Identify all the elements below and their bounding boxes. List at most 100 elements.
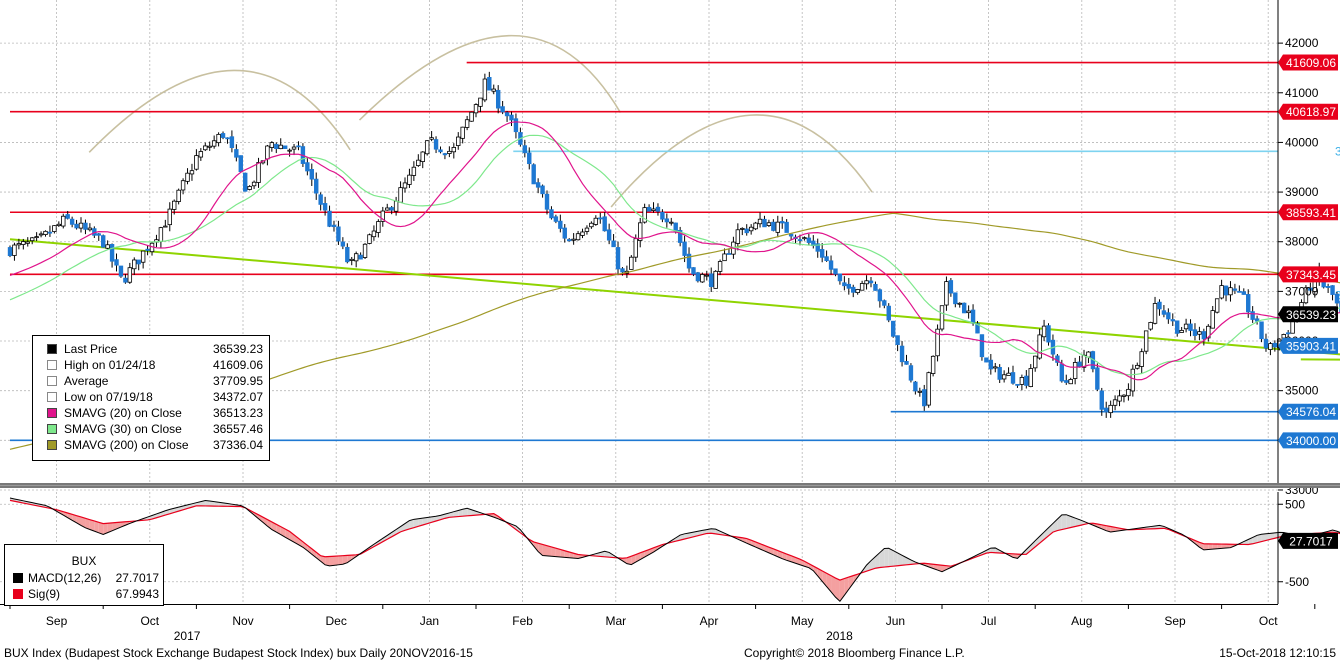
candle-body xyxy=(469,111,474,122)
candle-body xyxy=(331,224,337,228)
candle-body xyxy=(1024,375,1029,386)
legend-value: 37336.04 xyxy=(212,438,263,452)
candle-body xyxy=(105,244,110,249)
candle-body xyxy=(1157,301,1162,310)
sma20-line xyxy=(9,121,1340,381)
candle-body xyxy=(1046,325,1051,343)
candle-body xyxy=(615,247,621,270)
candle-body xyxy=(646,206,652,212)
macd-fill xyxy=(67,512,73,521)
x-tick-label: Nov xyxy=(232,614,253,628)
candle-body xyxy=(740,227,745,230)
candle-body xyxy=(1223,285,1229,296)
macd-fill xyxy=(214,501,219,507)
macd-fill xyxy=(533,541,539,552)
candle-body xyxy=(651,208,656,211)
candle-body xyxy=(1112,399,1118,406)
macd-fill xyxy=(706,528,712,534)
x-tick-label: Mar xyxy=(605,614,626,628)
candle-body xyxy=(567,239,572,242)
candle-body xyxy=(274,143,279,149)
macd-fill xyxy=(103,523,108,535)
legend-row: SMAVG (30) on Close 36557.46 xyxy=(33,421,269,437)
macd-fill xyxy=(626,556,632,565)
candle-body xyxy=(735,229,741,244)
candle-body xyxy=(407,174,412,185)
macd-fill xyxy=(715,529,721,535)
x-tick-label: Oct xyxy=(1259,614,1278,628)
candle-body xyxy=(997,367,1002,380)
candle-body xyxy=(1152,303,1158,324)
macd-fill xyxy=(267,519,272,530)
candle-body xyxy=(238,155,243,172)
x-tick-label: Feb xyxy=(512,614,533,628)
candle-body xyxy=(673,222,678,232)
candle-body xyxy=(21,241,26,245)
macd-fill xyxy=(604,551,610,558)
macd-fill xyxy=(902,555,907,566)
macd-value-tag: 27.7017 xyxy=(1278,532,1338,549)
legend-value: 41609.06 xyxy=(212,358,263,372)
price-tag-label: 37343.45 xyxy=(1286,268,1336,282)
candle-body xyxy=(487,77,492,91)
price-tag-box xyxy=(1278,103,1338,120)
price-tag: 38593.41 xyxy=(1278,204,1338,221)
candle-body xyxy=(247,186,252,190)
price-tag-label: 35903.41 xyxy=(1286,339,1336,353)
macd-fill xyxy=(329,556,334,566)
macd-fill xyxy=(888,548,894,567)
macd-fill xyxy=(866,560,871,572)
candle-body xyxy=(167,208,172,226)
macd-fill xyxy=(112,522,117,531)
candle-body xyxy=(700,274,705,283)
candle-body xyxy=(1210,310,1215,329)
price-tag-label: 34576.04 xyxy=(1286,405,1336,419)
candle-body xyxy=(1268,343,1273,350)
macd-line xyxy=(9,497,1340,603)
candle-body xyxy=(327,210,332,227)
macd-fill xyxy=(1208,543,1213,550)
macd-fill xyxy=(200,500,206,506)
macd-fill xyxy=(551,546,556,557)
macd-fill xyxy=(307,545,312,555)
macd-fill xyxy=(822,570,827,587)
x-tick-label: Jun xyxy=(886,614,905,628)
candle-body xyxy=(451,147,457,153)
macd-fill xyxy=(107,522,113,533)
macd-fill xyxy=(928,563,934,569)
macd-fill xyxy=(476,511,481,516)
candle-body xyxy=(513,118,519,133)
candle-body xyxy=(908,365,914,381)
macd-fill xyxy=(320,555,326,565)
candle-body xyxy=(194,155,199,170)
candle-body xyxy=(602,216,607,232)
candle-body xyxy=(1019,377,1025,385)
candle-body xyxy=(975,323,980,334)
candle-body xyxy=(864,280,869,285)
legend-value: 36539.23 xyxy=(212,342,263,356)
candle-body xyxy=(287,149,292,152)
candle-body xyxy=(638,222,643,241)
macd-y-tick-label: 500 xyxy=(1285,497,1305,511)
price-tag: 37343.45 xyxy=(1278,266,1338,283)
candle-body xyxy=(1241,291,1246,295)
candle-body xyxy=(1077,361,1082,368)
legend-swatch xyxy=(47,440,57,450)
macd-fill xyxy=(1061,514,1067,530)
macd-fill xyxy=(400,523,405,532)
candle-body xyxy=(1130,368,1136,392)
macd-fill xyxy=(515,525,521,533)
x-tick-label: Jan xyxy=(420,614,439,628)
candle-body xyxy=(211,140,217,147)
candle-body xyxy=(47,231,53,234)
macd-fill xyxy=(684,532,690,540)
macd-legend: BUX MACD(12,26) 27.7017 Sig(9) 67.9943 xyxy=(4,544,164,606)
candle-body xyxy=(762,218,767,228)
legend-label: Low on 07/19/18 xyxy=(64,390,153,404)
legend-value: 34372.07 xyxy=(212,390,263,404)
candle-body xyxy=(1001,374,1007,380)
candle-body xyxy=(930,355,936,374)
candle-body xyxy=(203,145,208,151)
x-tick-label: Sep xyxy=(1164,614,1186,628)
candle-body xyxy=(509,114,514,121)
